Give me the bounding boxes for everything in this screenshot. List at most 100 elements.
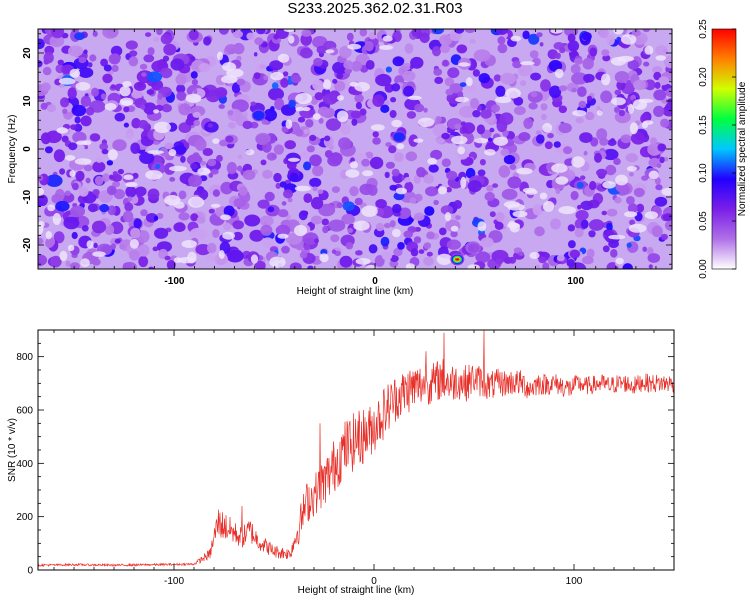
heatmap-cell (495, 258, 504, 265)
heatmap-cell (620, 134, 632, 144)
heatmap-cell (615, 174, 628, 186)
heatmap-cell (484, 191, 495, 202)
heatmap-cell (446, 170, 458, 181)
heatmap-cell (650, 137, 657, 145)
heatmap-cell (570, 64, 581, 74)
heatmap-cell (444, 212, 451, 222)
heatmap-cell (45, 130, 62, 144)
heatmap-cell (236, 78, 246, 86)
heatmap-cell (178, 103, 192, 116)
heatmap-cell (347, 228, 354, 233)
heatmap-cell (522, 187, 537, 194)
heatmap-cell (45, 238, 54, 249)
y-tick-label: 10 (22, 95, 33, 107)
heatmap-cell (447, 67, 460, 78)
heatmap-cell (295, 243, 304, 251)
heatmap-cell (346, 32, 354, 42)
heatmap-cell (559, 47, 566, 54)
heatmap-cell (226, 161, 237, 175)
heatmap-cell (226, 68, 244, 78)
heatmap-cell (347, 43, 362, 50)
heatmap-cell (436, 137, 445, 144)
heatmap-cell (588, 219, 605, 231)
heatmap-cell (495, 211, 505, 222)
heatmap-cell (295, 93, 313, 105)
heatmap-cell (397, 242, 405, 250)
heatmap-cell (632, 99, 648, 110)
heatmap-cell (42, 66, 52, 76)
heatmap-cell (646, 246, 654, 256)
snr-panel: -100 0 100 0 200 400 600 800 Height of straigh… (7, 329, 675, 596)
heatmap-cell (72, 182, 79, 191)
heatmap-cell (629, 122, 639, 135)
colorbar-ticks: 0.00 0.05 0.10 0.15 0.20 0.25 (698, 19, 736, 279)
heatmap-cell (92, 161, 106, 173)
heatmap-cell (245, 149, 255, 156)
heatmap-cell (541, 113, 547, 121)
heatmap-cell (551, 163, 568, 173)
heatmap-cell (212, 229, 220, 238)
heatmap-x-axis: -100 0 100 (53, 29, 657, 287)
heatmap-cell (489, 127, 495, 133)
heatmap-cell (458, 62, 471, 67)
colorbar-tick-label: 0.25 (698, 19, 709, 39)
heatmap-cell (439, 34, 453, 46)
heatmap-cell (396, 143, 405, 150)
heatmap-cell (208, 172, 214, 178)
heatmap-cell (432, 46, 441, 57)
heatmap-cell (364, 41, 374, 52)
heatmap-cell (497, 43, 508, 54)
heatmap-cell (207, 158, 217, 167)
heatmap-cell (467, 180, 482, 193)
heatmap-cell (654, 177, 661, 185)
heatmap-cell (294, 128, 304, 137)
heatmap-cell (102, 29, 119, 39)
heatmap-cell (624, 211, 638, 218)
heatmap-cell (385, 142, 392, 147)
heatmap-cell (154, 227, 169, 239)
heatmap-cell (300, 150, 310, 159)
heatmap-cell (277, 233, 289, 239)
heatmap-cell (614, 71, 630, 83)
page-title: S233.2025.362.02.31.R03 (287, 0, 463, 17)
heatmap-cell (380, 236, 390, 247)
heatmap-cell (345, 242, 354, 250)
heatmap-cell (114, 238, 121, 244)
heatmap-cell (500, 148, 510, 157)
heatmap-cell (585, 111, 595, 121)
heatmap-y-axis: -20 -10 0 10 20 (22, 33, 672, 265)
heatmap-cell (319, 253, 329, 263)
heatmap-cell (242, 120, 253, 130)
heatmap-cell (216, 154, 223, 162)
heatmap-cell (644, 45, 654, 55)
heatmap-cell (327, 155, 342, 167)
heatmap-cell (605, 164, 617, 176)
heatmap-cell (190, 71, 198, 79)
heatmap-cell (544, 141, 553, 150)
heatmap-cell (383, 100, 390, 107)
heatmap-cell (500, 72, 516, 85)
heatmap-cell (479, 159, 486, 166)
heatmap-cell (476, 124, 485, 135)
heatmap-cell (153, 121, 171, 133)
heatmap-cell (125, 186, 137, 198)
heatmap-cell (122, 261, 137, 269)
heatmap-cell (426, 231, 435, 240)
heatmap-cell (542, 201, 555, 212)
heatmap-cell (282, 71, 289, 77)
heatmap-cell (55, 200, 70, 212)
heatmap-cell (331, 249, 337, 254)
heatmap-cell (139, 63, 148, 70)
heatmap-cell (261, 119, 269, 125)
heatmap-cell (192, 111, 201, 118)
x-tick-label: 0 (372, 276, 378, 287)
heatmap-cell (193, 119, 200, 127)
heatmap-cell (156, 241, 172, 253)
heatmap-cell (478, 73, 490, 84)
heatmap-cell (379, 45, 394, 50)
x-tick-label: 0 (371, 576, 377, 587)
heatmap-cell (99, 204, 110, 213)
heatmap-cell (513, 96, 524, 106)
heatmap-cell (325, 49, 335, 54)
heatmap-cell (262, 169, 273, 179)
